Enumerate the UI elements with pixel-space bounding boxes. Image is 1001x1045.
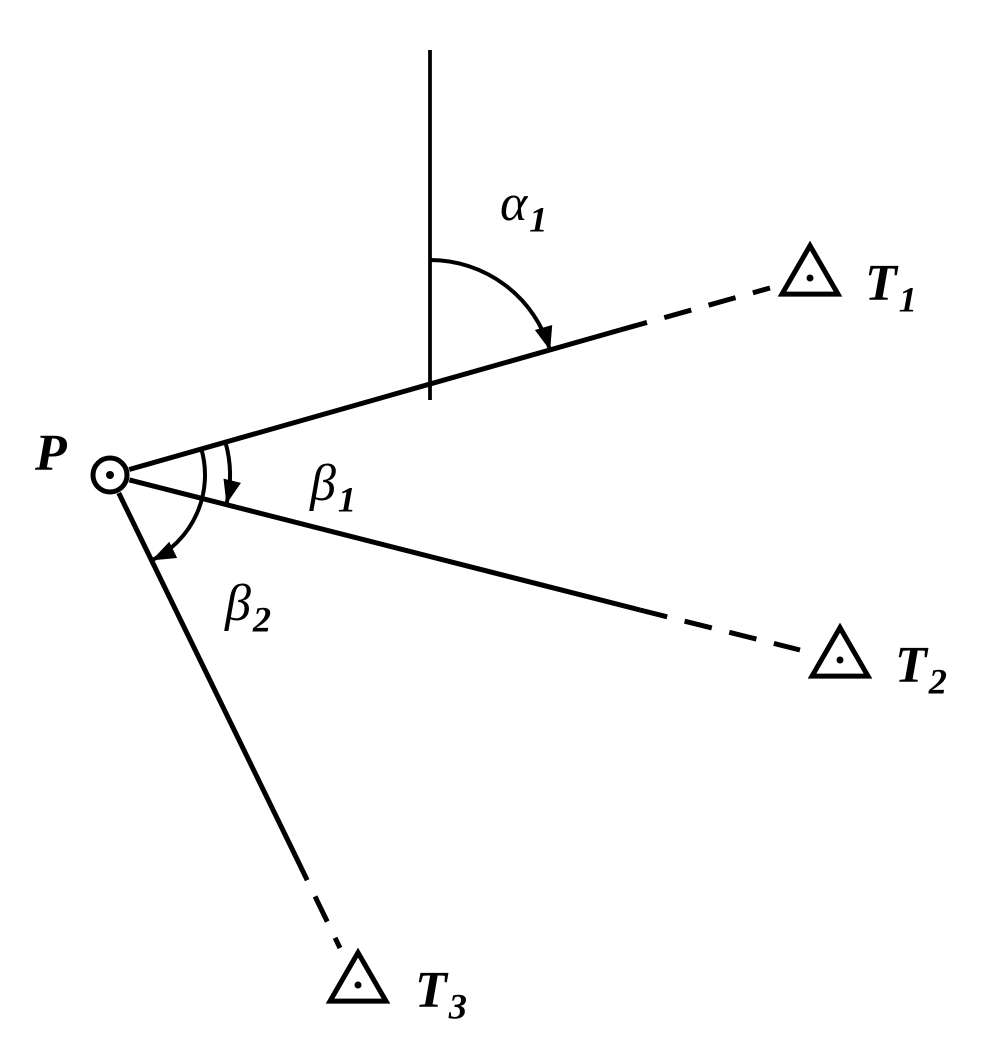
point-p-dot — [106, 471, 114, 479]
ray-PT2-solid — [129, 480, 640, 610]
arc-alpha1 — [430, 260, 550, 351]
triangle-marker — [330, 953, 386, 1001]
triangle-dot — [355, 982, 362, 989]
label-text: P — [34, 425, 68, 482]
ray-PT2-dash — [640, 610, 800, 650]
arrowhead — [224, 479, 241, 504]
diagram-layer: α1 β1 β2 P T1 T2 T3 — [34, 50, 947, 1026]
label-text: T1 — [865, 255, 917, 319]
ray-PT1-dash — [620, 288, 770, 330]
label-text: T2 — [895, 637, 947, 701]
triangle-marker — [812, 628, 868, 676]
label-text: T3 — [415, 962, 467, 1026]
label-text: α1 — [500, 175, 548, 239]
triangle-dot — [837, 657, 844, 664]
ray-PT3-dash — [295, 855, 340, 948]
label-text: β1 — [309, 455, 356, 519]
resection-diagram: α1 β1 β2 P T1 T2 T3 — [0, 0, 1001, 1045]
triangle-marker — [782, 246, 838, 294]
ray-PT3-solid — [119, 493, 295, 855]
triangle-dot — [807, 275, 814, 282]
arrowhead — [535, 325, 552, 351]
arc-beta2 — [152, 449, 205, 561]
label-text: β2 — [224, 575, 271, 639]
